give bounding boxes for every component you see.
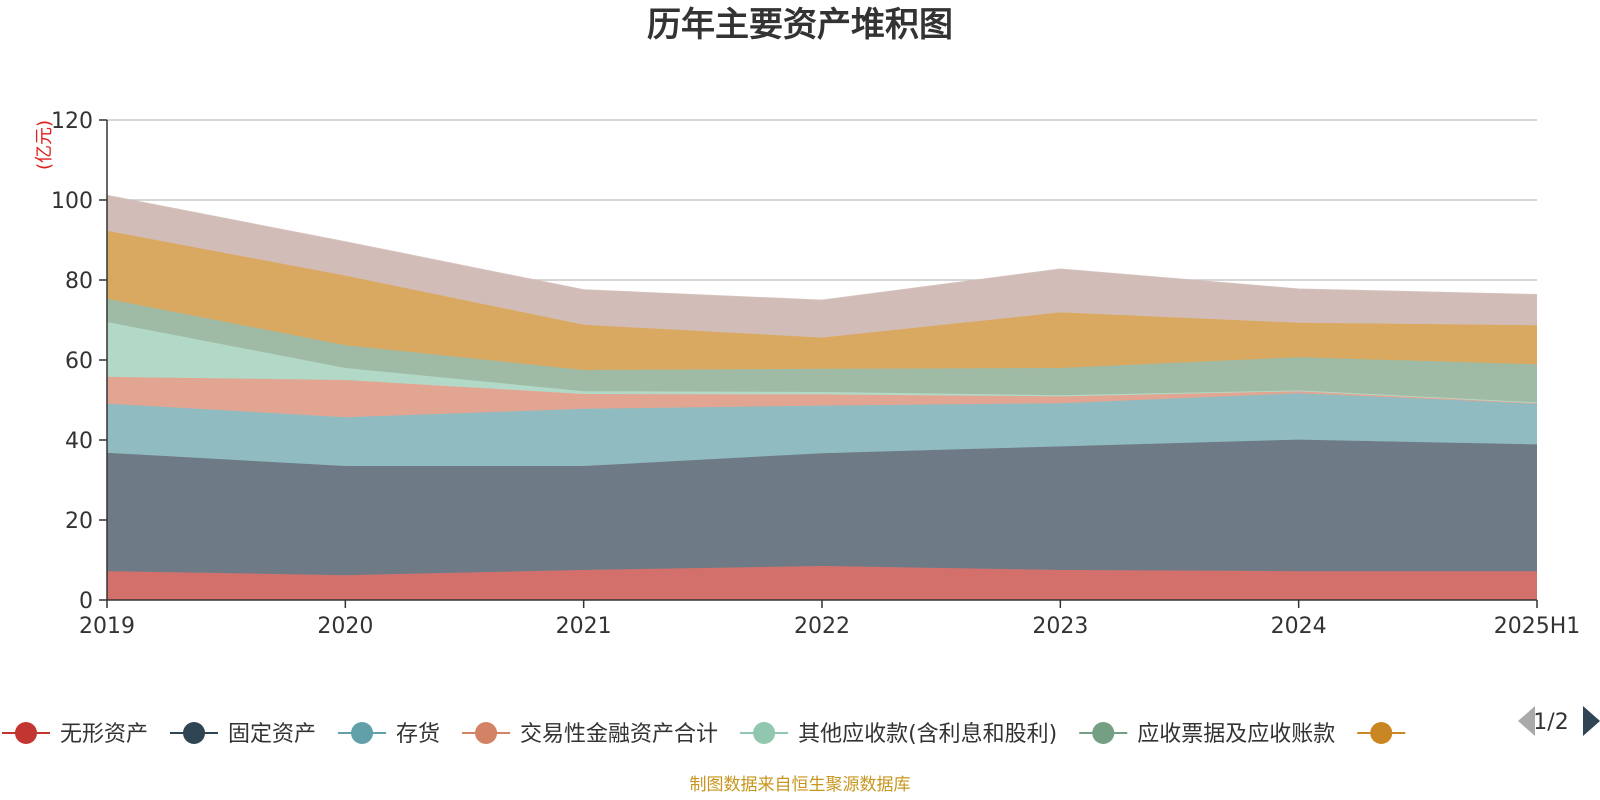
y-tick-label: 60 [65,349,93,374]
legend-label: 应收票据及应收账款 [1137,722,1335,747]
area-series [106,194,1538,600]
y-tick-label: 120 [51,109,93,134]
legend-label: 交易性金融资产合计 [520,722,718,747]
area-series-4 [107,376,1537,418]
legend-marker-icon [1092,722,1115,744]
legend-marker-icon [475,722,498,744]
legend-label: 固定资产 [228,722,316,747]
area-series-8 [107,195,1537,338]
legend-label: 无形资产 [60,722,148,747]
legend-item-1[interactable]: 无形资产 [2,722,148,747]
legend-next-page-icon[interactable] [1583,706,1600,736]
y-tick-label: 80 [65,269,93,294]
x-tick-label: 2020 [317,614,373,639]
legend-prev-page-icon[interactable] [1518,706,1535,736]
legend-marker-icon [1370,722,1393,744]
x-tick-label: 2022 [794,614,850,639]
data-source-note: 制图数据来自恒生聚源数据库 [690,775,911,795]
x-tick-label: 2023 [1032,614,1088,639]
legend-item-6[interactable]: 应收票据及应收账款 [1079,722,1335,747]
area-series-1 [107,566,1537,600]
legend-item-7[interactable] [1357,722,1406,744]
legend-item-3[interactable]: 存货 [338,722,440,747]
y-tick-label: 20 [65,509,93,534]
legend: 无形资产 固定资产 存货 交易性金融资产合计 其他应收款(含利息和股利) 应收票据及应收账… [2,722,1406,747]
area-series-line-8 [106,194,1538,302]
legend-item-4[interactable]: 交易性金融资产合计 [462,722,718,747]
x-tick-label: 2021 [556,614,612,639]
legend-item-2[interactable]: 固定资产 [170,722,316,747]
legend-marker-icon [15,722,37,744]
y-axis-ticks: 0 20 40 60 80 100 120 [51,109,107,614]
x-tick-label: 2025H1 [1494,614,1581,639]
legend-label: 存货 [396,722,440,747]
x-tick-label: 2019 [79,614,135,639]
y-tick-label: 0 [79,589,93,614]
legend-item-5[interactable]: 其他应收款(含利息和股利) [740,722,1057,747]
legend-label: 其他应收款(含利息和股利) [798,722,1057,747]
y-tick-label: 100 [51,189,93,214]
legend-marker-icon [753,722,776,744]
x-axis-ticks: 2019 2020 2021 2022 2023 2024 2025H1 [79,600,1580,639]
y-axis-unit-label: (亿元) [34,120,55,170]
y-tick-label: 40 [65,429,93,454]
area-series-3 [107,393,1537,466]
area-series-7 [107,230,1537,370]
area-series-2 [107,439,1537,576]
area-series-6 [107,298,1537,403]
legend-marker-icon [351,722,374,744]
legend-marker-icon [183,722,206,744]
area-series-5 [107,322,1537,404]
chart-title: 历年主要资产堆积图 [647,5,953,45]
legend-pager: 1/2 [1518,706,1600,736]
x-tick-label: 2024 [1271,614,1327,639]
legend-page-indicator: 1/2 [1533,710,1568,735]
